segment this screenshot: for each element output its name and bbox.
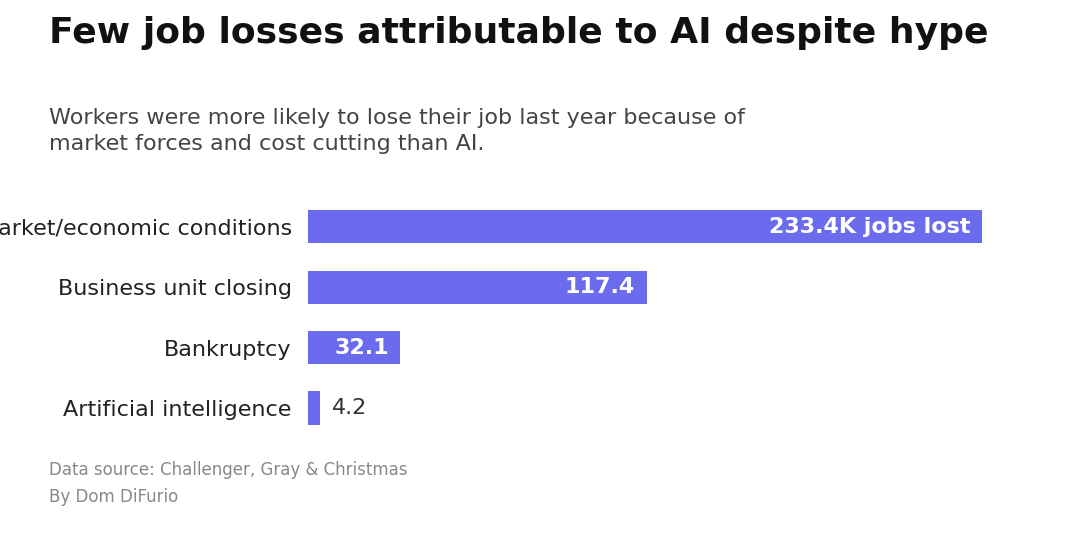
Bar — [308, 331, 401, 364]
Text: 32.1: 32.1 — [335, 338, 389, 358]
Text: 4.2: 4.2 — [332, 398, 367, 418]
Text: Data source: Challenger, Gray & Christmas
By Dom DiFurio: Data source: Challenger, Gray & Christma… — [49, 461, 407, 506]
Bar — [308, 210, 982, 244]
Text: 233.4K jobs lost: 233.4K jobs lost — [769, 217, 970, 237]
Text: Few job losses attributable to AI despite hype: Few job losses attributable to AI despit… — [49, 16, 988, 50]
Bar — [308, 271, 647, 304]
Bar — [308, 391, 320, 424]
Text: 117.4: 117.4 — [565, 277, 635, 297]
Text: Workers were more likely to lose their job last year because of
market forces an: Workers were more likely to lose their j… — [49, 108, 744, 154]
